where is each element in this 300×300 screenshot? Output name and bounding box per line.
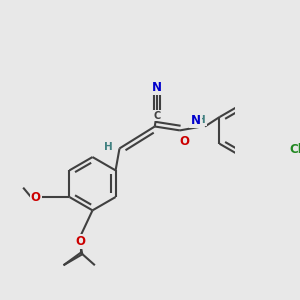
- Text: O: O: [180, 135, 190, 148]
- Text: Cl: Cl: [289, 143, 300, 157]
- Text: O: O: [76, 235, 86, 248]
- Text: N: N: [190, 114, 200, 127]
- Text: H: H: [197, 115, 206, 125]
- Text: C: C: [154, 110, 161, 121]
- Text: O: O: [31, 190, 41, 203]
- Text: N: N: [152, 81, 162, 94]
- Text: H: H: [104, 142, 113, 152]
